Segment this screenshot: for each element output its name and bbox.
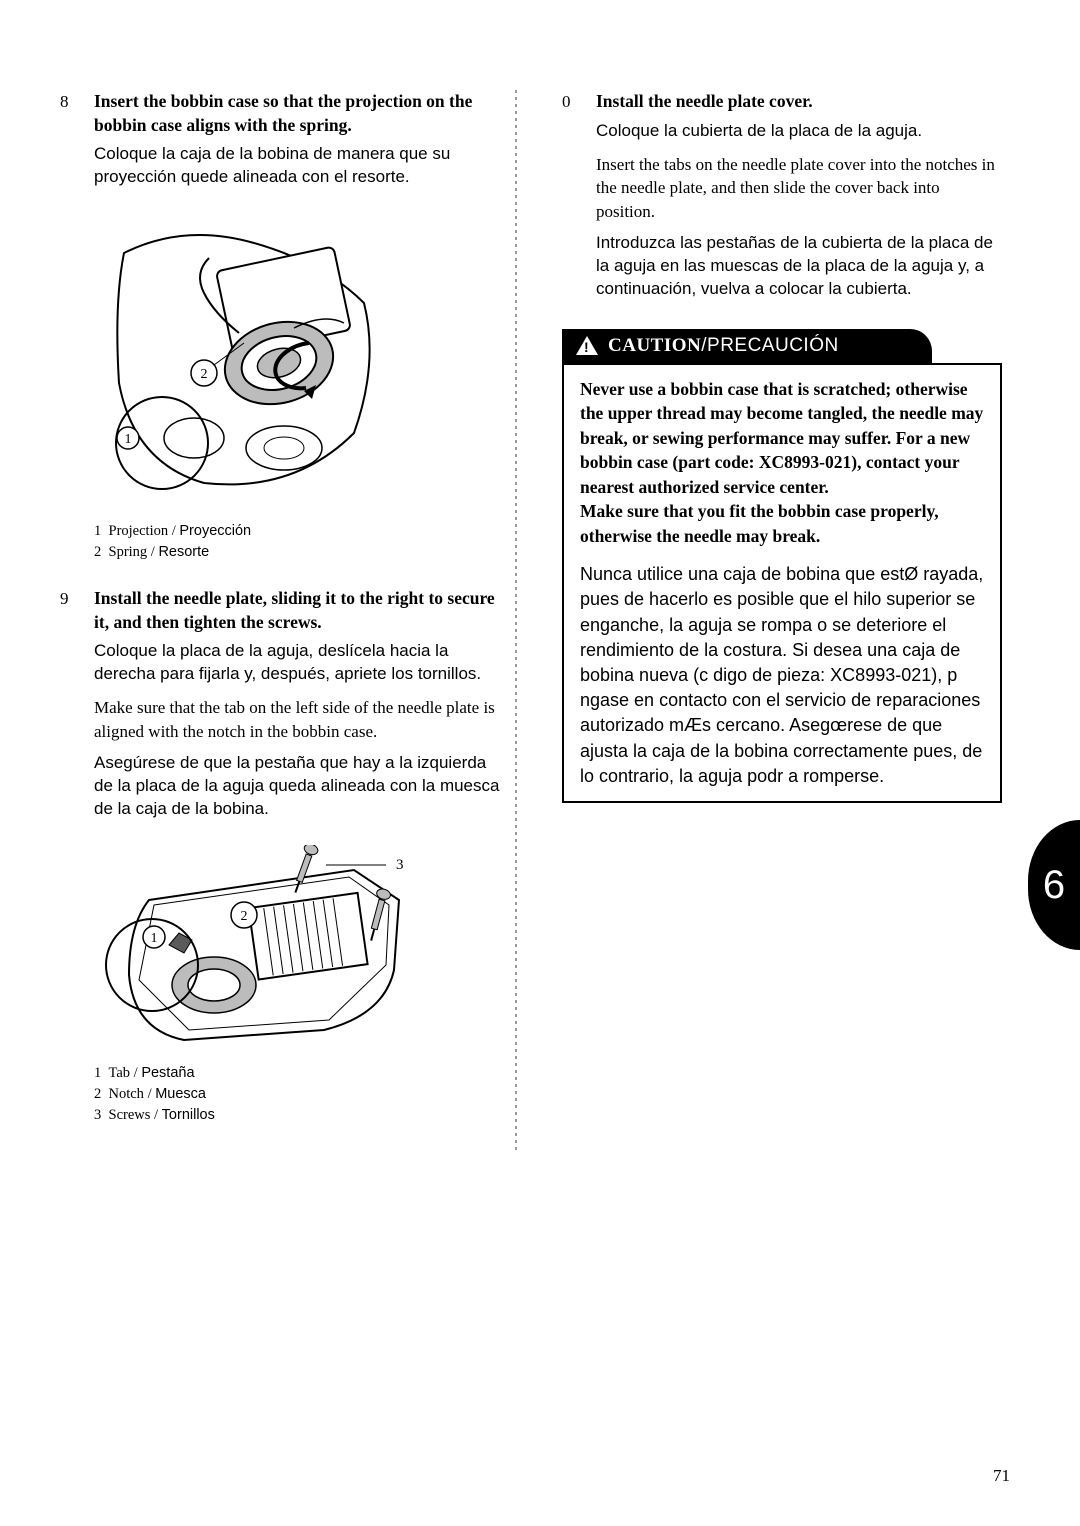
needle-plate-illustration: 3 1 2: [94, 845, 414, 1055]
callout-2: 2: [241, 909, 248, 924]
warning-icon: [576, 336, 598, 355]
callout-2: 2: [201, 367, 208, 382]
legend-row: 1 Tab / Pestaña: [94, 1063, 500, 1084]
step-title-en: Install the needle plate cover.: [596, 90, 1002, 114]
step-desc-es: Coloque la caja de la bobina de manera q…: [94, 143, 500, 189]
step-9: 9 Install the needle plate, sliding it t…: [60, 587, 500, 831]
legend-row: 3 Screws / Tornillos: [94, 1105, 500, 1126]
legend-row: 1 Projection / Proyección: [94, 521, 500, 542]
step-0: 0 Install the needle plate cover. Coloqu…: [562, 90, 1002, 311]
diagram1-legend: 1 Projection / Proyección 2 Spring / Res…: [94, 521, 500, 563]
step-number: 0: [562, 90, 596, 311]
caution-box: Never use a bobbin case that is scratche…: [562, 363, 1002, 803]
step-note-es: Introduzca las pestañas de la cubierta d…: [596, 232, 1002, 301]
step-number: 8: [60, 90, 94, 199]
diagram2-legend: 1 Tab / Pestaña 2 Notch / Muesca 3 Screw…: [94, 1063, 500, 1126]
step-number: 9: [60, 587, 94, 831]
step-desc-es: Coloque la cubierta de la placa de la ag…: [596, 120, 1002, 143]
right-column: 0 Install the needle plate cover. Coloqu…: [562, 90, 1002, 1150]
step-note-en: Make sure that the tab on the left side …: [94, 696, 500, 744]
caution-body-es: Nunca utilice una caja de bobina que est…: [580, 562, 984, 789]
step-title-en: Install the needle plate, sliding it to …: [94, 587, 500, 634]
diagram-needle-plate: 3 1 2: [94, 845, 500, 1055]
callout-1: 1: [125, 432, 132, 447]
caution-label-es: PRECAUCIÓN: [707, 335, 839, 356]
legend-row: 2 Notch / Muesca: [94, 1084, 500, 1105]
diagram-bobbin-case: 1 2: [94, 213, 500, 513]
caution-label-en: CAUTION: [608, 335, 701, 356]
caution-banner: CAUTION/PRECAUCIÓN: [562, 329, 932, 363]
callout-3: 3: [396, 857, 404, 873]
left-column: 8 Insert the bobbin case so that the pro…: [60, 90, 500, 1150]
page-number: 71: [993, 1466, 1010, 1486]
step-8: 8 Insert the bobbin case so that the pro…: [60, 90, 500, 199]
step-title-en: Insert the bobbin case so that the proje…: [94, 90, 500, 137]
column-divider: [515, 90, 517, 1150]
step-note-es: Asegúrese de que la pestaña que hay a la…: [94, 752, 500, 821]
caution-body-en: Never use a bobbin case that is scratche…: [580, 377, 984, 549]
legend-row: 2 Spring / Resorte: [94, 542, 500, 563]
callout-1: 1: [151, 931, 158, 946]
bobbin-case-illustration: 1 2: [94, 213, 394, 513]
page-content: 8 Insert the bobbin case so that the pro…: [0, 0, 1080, 1190]
step-note-en: Insert the tabs on the needle plate cove…: [596, 153, 1002, 224]
step-desc-es: Coloque la placa de la aguja, deslícela …: [94, 640, 500, 686]
